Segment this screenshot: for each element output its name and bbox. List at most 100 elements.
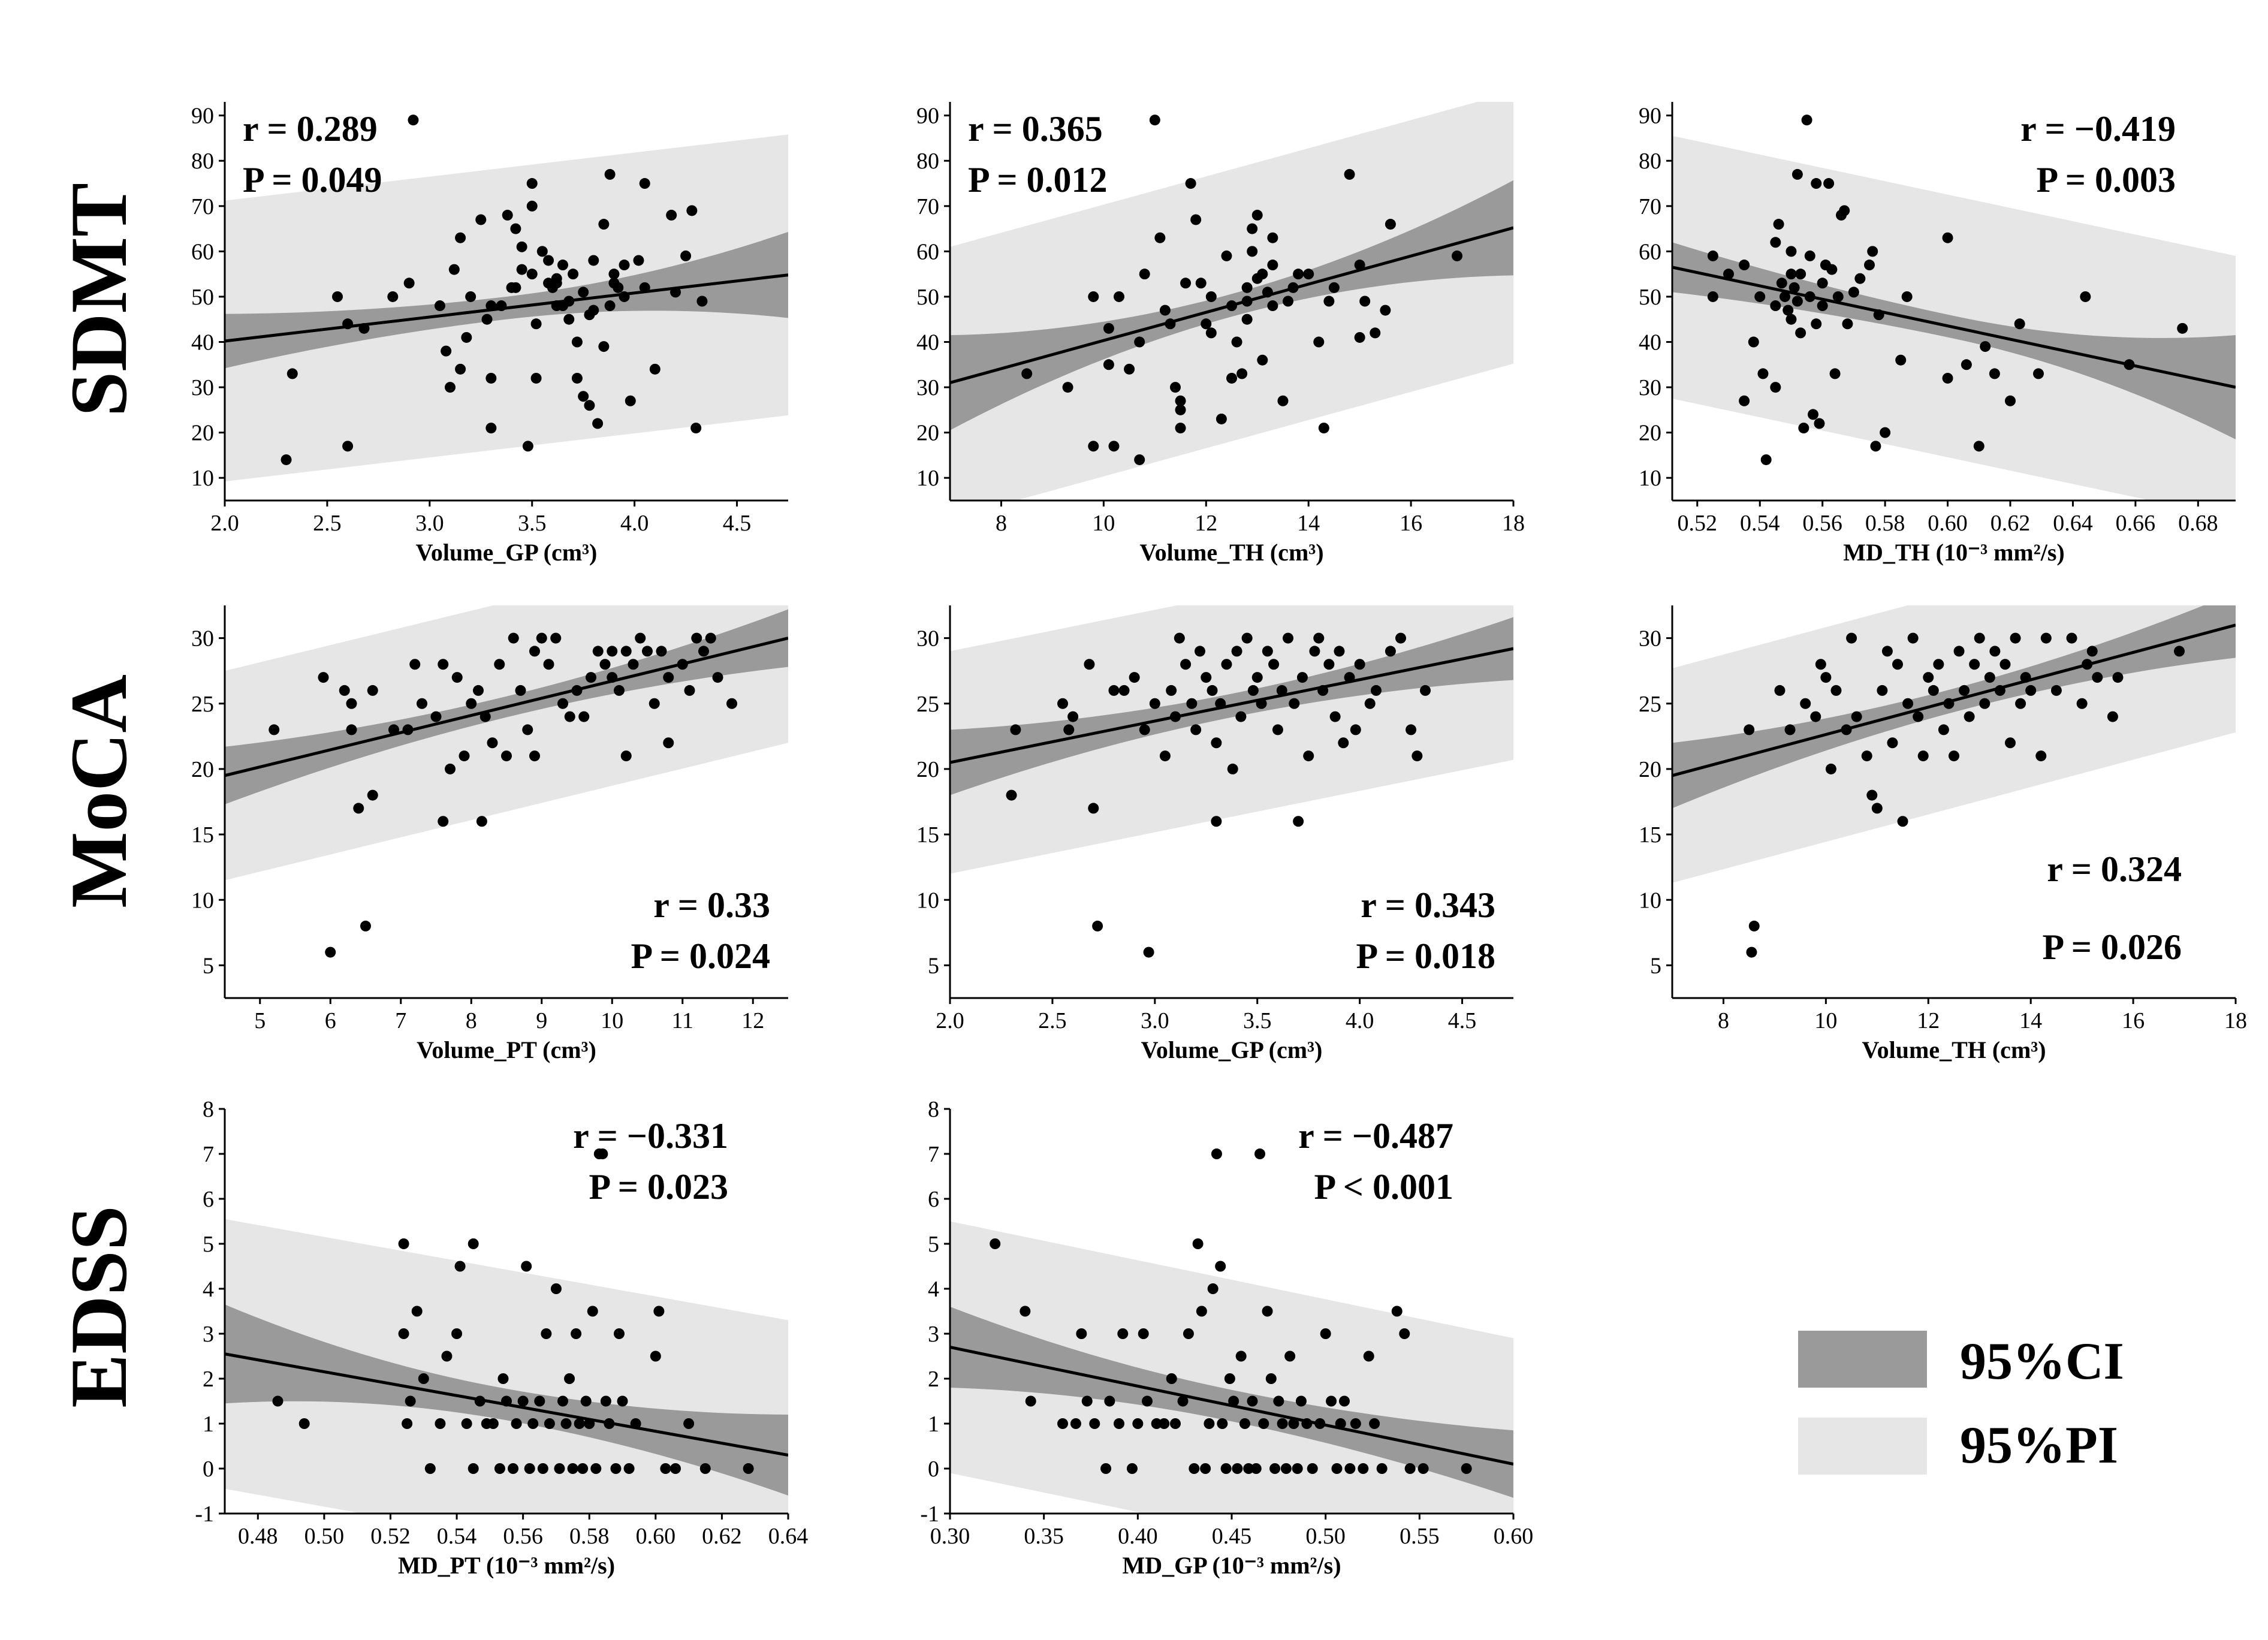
data-point bbox=[563, 296, 575, 307]
data-point bbox=[1354, 260, 1365, 271]
data-point bbox=[1190, 214, 1202, 225]
data-point bbox=[1376, 1463, 1388, 1474]
data-point bbox=[1902, 698, 1914, 709]
data-point bbox=[680, 250, 692, 261]
data-point bbox=[1420, 685, 1431, 696]
data-point bbox=[454, 1261, 466, 1272]
stat-r: r = −0.419 bbox=[2020, 109, 2176, 149]
data-point bbox=[2174, 646, 2185, 657]
data-point bbox=[1224, 1373, 1235, 1384]
data-point bbox=[2005, 737, 2016, 749]
data-point bbox=[1108, 441, 1120, 452]
data-point bbox=[600, 1395, 611, 1407]
data-point bbox=[604, 168, 616, 180]
data-point bbox=[424, 1463, 436, 1474]
data-point bbox=[2010, 632, 2021, 644]
data-point bbox=[485, 300, 497, 312]
data-point bbox=[536, 632, 547, 644]
data-point bbox=[1103, 322, 1114, 334]
data-point bbox=[1228, 1395, 1239, 1407]
data-point bbox=[1344, 168, 1355, 180]
y-tick-label: 30 bbox=[1639, 375, 1661, 400]
data-point bbox=[496, 300, 507, 312]
data-point bbox=[543, 659, 554, 670]
data-point bbox=[1313, 632, 1325, 644]
data-point bbox=[1143, 946, 1154, 958]
data-point bbox=[1334, 646, 1345, 657]
data-point bbox=[497, 1373, 509, 1384]
data-point bbox=[1262, 646, 1273, 657]
data-point bbox=[1303, 269, 1314, 280]
data-point bbox=[1974, 632, 1985, 644]
stat-r: r = 0.33 bbox=[653, 885, 770, 925]
ci-band bbox=[1672, 242, 2236, 439]
stat-r: r = −0.487 bbox=[1298, 1116, 1453, 1156]
data-point bbox=[1289, 698, 1300, 709]
data-point bbox=[1166, 685, 1177, 696]
data-point bbox=[670, 287, 681, 298]
data-point bbox=[564, 711, 575, 722]
data-point bbox=[1175, 395, 1186, 406]
data-point bbox=[743, 1463, 754, 1474]
data-point bbox=[1808, 409, 1818, 420]
data-point bbox=[402, 1418, 413, 1429]
data-point bbox=[1897, 816, 1908, 827]
y-tick-label: 40 bbox=[191, 330, 214, 355]
data-point bbox=[1227, 763, 1238, 774]
data-point bbox=[550, 632, 562, 644]
x-tick-label: 0.48 bbox=[238, 1524, 278, 1549]
x-axis-label: Volume_GP (cm³) bbox=[1141, 1036, 1323, 1063]
data-point bbox=[455, 363, 466, 375]
data-point bbox=[511, 1418, 522, 1429]
data-point bbox=[571, 336, 583, 348]
x-axis-label: Volume_PT (cm³) bbox=[417, 1036, 596, 1063]
data-point bbox=[501, 750, 512, 762]
data-point bbox=[1994, 685, 2005, 696]
y-tick-label: 5 bbox=[203, 953, 214, 978]
data-point bbox=[481, 313, 493, 325]
data-point bbox=[1773, 219, 1784, 230]
data-point bbox=[269, 724, 280, 735]
data-point bbox=[1748, 920, 1760, 931]
ci-band bbox=[225, 231, 788, 369]
data-point bbox=[1070, 1418, 1081, 1429]
data-point bbox=[521, 1261, 532, 1272]
data-point bbox=[1124, 363, 1135, 375]
stat-p: P = 0.018 bbox=[1356, 936, 1495, 976]
data-point bbox=[1307, 1463, 1318, 1474]
data-point bbox=[508, 1463, 519, 1474]
data-point bbox=[2050, 685, 2062, 696]
data-point bbox=[1870, 441, 1881, 452]
data-point bbox=[1132, 1418, 1144, 1429]
y-tick-label: -1 bbox=[195, 1502, 214, 1527]
data-point bbox=[1953, 646, 1965, 657]
panel-moca-volume-th: 8 10 12 14 16 18 5 10 15 20 25 30 Volume_TH (cm³) r =… bbox=[1639, 605, 2247, 1063]
data-point bbox=[584, 1418, 595, 1429]
data-point bbox=[1100, 1463, 1112, 1474]
data-point bbox=[578, 287, 589, 298]
data-point bbox=[1943, 698, 1955, 709]
data-point bbox=[1344, 672, 1355, 683]
data-point bbox=[1871, 803, 1883, 814]
x-tick-label: 14 bbox=[1297, 511, 1320, 536]
data-point bbox=[461, 1418, 472, 1429]
data-point bbox=[445, 382, 456, 393]
data-point bbox=[1412, 750, 1423, 762]
data-point bbox=[398, 1238, 409, 1249]
data-point bbox=[1247, 223, 1258, 234]
y-tick-label: 90 bbox=[191, 104, 214, 129]
x-axis-label: MD_PT (10⁻³ mm²/s) bbox=[398, 1552, 615, 1579]
data-point bbox=[1200, 1463, 1211, 1474]
x-tick-label: 2.0 bbox=[936, 1008, 964, 1033]
data-point bbox=[1877, 685, 1888, 696]
data-point bbox=[1854, 273, 1866, 284]
data-point bbox=[506, 282, 517, 293]
y-tick-label: 40 bbox=[1639, 330, 1661, 355]
y-tick-label: 20 bbox=[916, 757, 939, 782]
data-point bbox=[1395, 632, 1406, 644]
data-point bbox=[1391, 1306, 1403, 1317]
x-tick-label: 0.64 bbox=[768, 1524, 809, 1549]
x-axis-label: Volume_GP (cm³) bbox=[416, 539, 598, 566]
data-point bbox=[1913, 711, 1924, 722]
data-point bbox=[1257, 269, 1268, 280]
